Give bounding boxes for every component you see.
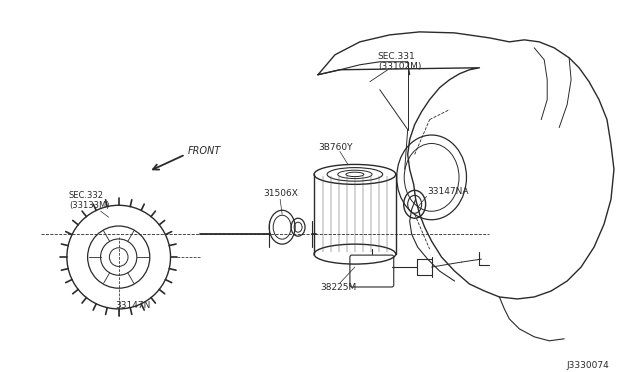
Text: SEC.331: SEC.331 <box>378 52 415 61</box>
Text: 3B760Y: 3B760Y <box>318 142 353 151</box>
Text: 31506X: 31506X <box>263 189 298 198</box>
Text: 38225M: 38225M <box>320 283 356 292</box>
Text: (33102M): (33102M) <box>378 62 421 71</box>
Text: 33147NA: 33147NA <box>428 187 469 196</box>
Text: 33147N: 33147N <box>116 301 151 310</box>
Text: FRONT: FRONT <box>188 147 221 157</box>
Text: SEC.332: SEC.332 <box>69 191 104 201</box>
Text: J3330074: J3330074 <box>566 361 609 370</box>
Text: (33133M): (33133M) <box>69 201 109 210</box>
